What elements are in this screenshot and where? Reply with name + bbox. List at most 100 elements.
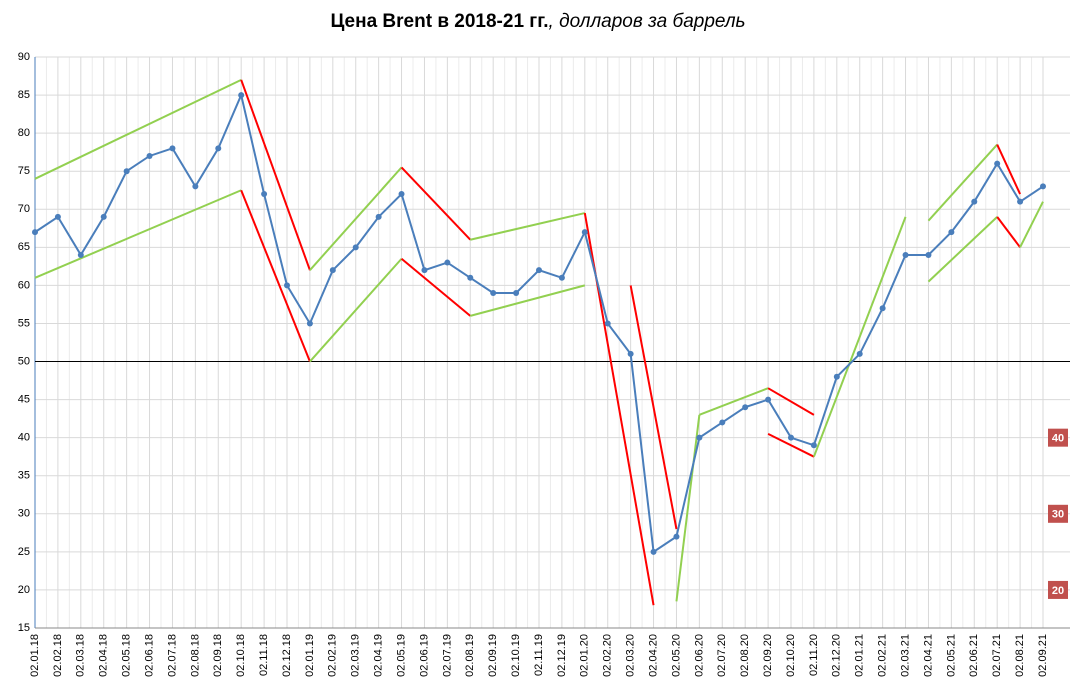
point: [169, 145, 176, 152]
point: [490, 290, 497, 297]
point: [558, 274, 565, 281]
point: [650, 548, 657, 555]
x-tick-label: 02.04.21: [922, 634, 934, 677]
x-tick-label: 02.04.18: [98, 634, 110, 677]
trend-line: [699, 387, 769, 416]
x-tick-label: 02.07.21: [991, 634, 1003, 677]
x-tick-label: 02.12.20: [831, 634, 843, 677]
point: [284, 282, 290, 289]
badge-label: 20: [1052, 585, 1064, 597]
x-tick-label: 02.01.18: [29, 634, 41, 677]
x-tick-label: 02.05.19: [395, 634, 407, 677]
point: [1040, 183, 1046, 190]
trend-line: [400, 166, 471, 241]
point: [925, 251, 932, 258]
trend-line: [812, 216, 907, 458]
x-tick-label: 02.02.18: [52, 634, 64, 677]
x-tick-label: 02.08.21: [1014, 634, 1026, 677]
x-tick-label: 02.07.19: [441, 634, 453, 677]
trend-line: [470, 212, 586, 241]
x-tick-label: 02.09.18: [212, 634, 224, 677]
x-tick-label: 02.08.18: [189, 634, 201, 677]
point: [673, 533, 680, 540]
trend-line: [996, 144, 1021, 195]
y-tick-label: 30: [18, 508, 30, 520]
point: [238, 92, 245, 99]
badge: [1048, 504, 1068, 523]
point: [192, 183, 199, 190]
x-tick-label: 02.02.19: [327, 634, 339, 677]
y-tick-label: 60: [18, 279, 30, 291]
trend-line: [767, 387, 815, 416]
y-tick-label: 55: [18, 317, 30, 329]
x-tick-label: 02.05.18: [121, 634, 133, 677]
point: [742, 404, 749, 411]
y-tick-label: 35: [18, 470, 30, 482]
point: [788, 434, 794, 441]
point: [971, 198, 978, 205]
trend-line: [400, 257, 471, 317]
x-tick-label: 02.01.19: [304, 634, 316, 677]
x-tick-label: 02.03.19: [350, 634, 362, 677]
point: [765, 396, 772, 403]
point: [627, 350, 634, 357]
point: [856, 350, 863, 357]
point: [329, 267, 336, 274]
x-tick-label: 02.11.20: [808, 634, 820, 676]
chart-title: Цена Brent в 2018-21 гг., долларов за ба…: [330, 11, 745, 32]
point: [398, 191, 405, 198]
x-tick-label: 02.02.21: [877, 634, 889, 677]
x-tick-label: 02.01.21: [854, 634, 866, 677]
trend-line: [1019, 201, 1044, 248]
x-tick-label: 02.10.19: [510, 634, 522, 677]
point: [581, 229, 588, 236]
x-tick-label: 02.06.19: [418, 634, 430, 677]
x-tick-label: 02.06.20: [693, 634, 705, 677]
x-tick-label: 02.10.20: [785, 634, 797, 677]
point: [215, 145, 222, 152]
trend-line: [240, 79, 311, 271]
x-tick-label: 02.09.21: [1037, 634, 1049, 677]
trend-line: [240, 189, 311, 362]
x-tick-label: 02.04.19: [373, 634, 385, 677]
x-tick-label: 02.07.20: [716, 634, 728, 677]
y-tick-label: 25: [18, 546, 30, 558]
point: [352, 244, 359, 251]
trend-line: [767, 432, 815, 458]
y-tick-label: 70: [18, 203, 30, 215]
y-tick-label: 75: [18, 165, 30, 177]
point: [77, 251, 84, 258]
point: [146, 152, 153, 159]
point: [421, 267, 428, 274]
x-tick-label: 02.03.20: [625, 634, 637, 677]
trend-line: [996, 216, 1021, 248]
badge: [1048, 580, 1068, 599]
y-tick-label: 15: [18, 622, 30, 634]
y-tick-label: 85: [18, 89, 30, 101]
x-tick-label: 02.11.18: [258, 634, 270, 676]
trend-line: [675, 414, 701, 602]
point: [948, 229, 955, 236]
point: [513, 290, 520, 297]
y-tick-label: 45: [18, 394, 30, 406]
badge-label: 30: [1052, 509, 1064, 521]
trend-line: [927, 216, 998, 283]
x-tick-label: 02.12.19: [556, 634, 568, 677]
point: [306, 320, 313, 327]
x-tick-label: 02.06.18: [143, 634, 155, 677]
x-tick-label: 02.08.19: [464, 634, 476, 677]
badge-label: 40: [1052, 433, 1064, 445]
point: [32, 229, 38, 236]
trend-line: [629, 285, 678, 530]
trend-line: [309, 166, 403, 271]
point: [719, 419, 726, 426]
point: [994, 160, 1001, 167]
point: [1017, 198, 1024, 205]
x-tick-label: 02.05.21: [945, 634, 957, 677]
point: [696, 434, 703, 441]
point: [444, 259, 451, 266]
point: [54, 213, 61, 220]
x-tick-label: 02.08.20: [739, 634, 751, 677]
trend-line: [927, 143, 998, 222]
